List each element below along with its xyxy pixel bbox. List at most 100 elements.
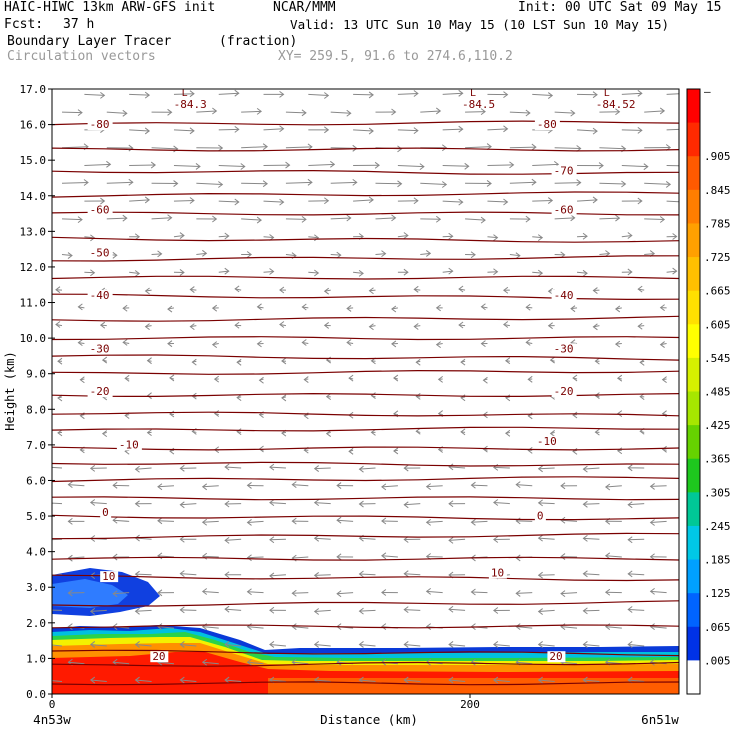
vector-head — [46, 677, 50, 683]
vector-head — [124, 374, 130, 382]
vector-head — [358, 570, 364, 578]
vector-shaft — [532, 236, 543, 239]
vector-shaft — [577, 129, 598, 132]
vector-shaft — [449, 538, 466, 541]
vector-head — [616, 410, 623, 418]
vector-head — [348, 374, 354, 382]
vector-shaft — [202, 590, 219, 594]
vector-shaft — [269, 574, 286, 577]
vector-shaft — [330, 111, 351, 114]
isotherm-label: -50 — [90, 246, 110, 259]
vector-head — [627, 570, 633, 578]
isotherm-line — [52, 514, 679, 521]
vector-head — [189, 197, 195, 204]
vector-head — [637, 197, 643, 205]
vector-shaft — [449, 608, 466, 611]
colorbar-swatch — [687, 492, 700, 527]
vector-head — [218, 144, 224, 152]
vector-shaft — [337, 592, 354, 595]
vector-shaft — [442, 200, 463, 203]
low-value: -84.52 — [596, 98, 636, 111]
vector-head — [246, 588, 252, 596]
isotherm-label-bg — [116, 439, 142, 451]
vector-head — [480, 108, 486, 116]
vector-shaft — [61, 253, 73, 257]
vector-head — [381, 589, 387, 596]
vector-head — [381, 552, 387, 560]
vector-shaft — [151, 147, 178, 150]
y-tick-label: 6.0 — [26, 474, 46, 487]
colorbar-label: .125 — [704, 587, 731, 600]
isotherm-line — [52, 649, 679, 657]
isotherm-label: -40 — [554, 289, 574, 302]
vector-head — [605, 250, 611, 257]
vector-head — [643, 163, 649, 171]
vector-head — [549, 430, 555, 437]
vector-head — [234, 89, 240, 97]
vector-head — [503, 125, 509, 133]
vector-head — [592, 323, 598, 331]
vector-head — [77, 216, 83, 224]
colorbar-swatch — [687, 189, 700, 225]
colorbar-label: .065 — [704, 621, 731, 634]
vector-head — [576, 179, 582, 186]
vector-head — [157, 517, 163, 525]
vector-head — [413, 323, 419, 330]
vector-head — [425, 519, 431, 526]
vector-head — [77, 109, 83, 117]
vector-shaft — [135, 609, 152, 612]
vector-shaft — [225, 608, 242, 611]
vector-shaft — [465, 218, 486, 221]
isotherm-line — [52, 476, 679, 483]
vector-head — [547, 322, 553, 330]
vector-head — [201, 658, 208, 666]
vector-head — [246, 482, 252, 489]
vector-shaft — [397, 235, 408, 238]
vector-shaft — [135, 573, 152, 576]
vector-shaft — [650, 590, 667, 594]
vector-head — [403, 501, 409, 509]
isotherm-line — [52, 496, 679, 501]
vector-head — [313, 499, 320, 507]
vector-shaft — [538, 679, 555, 683]
y-tick-label: 10.0 — [20, 332, 47, 345]
vector-head — [604, 483, 611, 491]
isotherm-line — [52, 556, 679, 561]
vector-head — [381, 623, 387, 631]
vector-head — [358, 500, 364, 508]
y-tick-label: 12.0 — [20, 261, 47, 274]
vector-head — [157, 250, 163, 258]
vectors-label: Circulation vectors — [7, 49, 156, 64]
colorbar-label: .905 — [704, 150, 731, 163]
vector-head — [582, 641, 588, 648]
vector-shaft — [605, 555, 622, 558]
vector-head — [236, 394, 242, 402]
vector-head — [269, 499, 275, 507]
vector-head — [515, 481, 521, 489]
vector-head — [570, 214, 576, 222]
vector-head — [560, 482, 566, 490]
vector-head — [480, 340, 486, 348]
vector-shaft — [666, 165, 679, 167]
vector-head — [128, 178, 134, 186]
vector-head — [661, 376, 667, 384]
vector-head — [527, 446, 533, 454]
vector-shaft — [583, 609, 600, 612]
vector-head — [269, 606, 275, 614]
vector-shaft — [269, 679, 286, 683]
isotherm-label: 20 — [549, 650, 562, 663]
vector-head — [493, 641, 499, 648]
vector-shaft — [538, 643, 555, 647]
vector-shaft — [52, 644, 63, 647]
colorbar-swatch — [687, 223, 700, 258]
vector-shaft — [218, 235, 229, 238]
vector-shaft — [218, 200, 239, 203]
colorbar-swatch — [687, 660, 700, 695]
colorbar-label: .665 — [704, 285, 731, 298]
colorbar-label: .605 — [704, 318, 731, 331]
vector-head — [470, 518, 476, 526]
vector-head — [307, 143, 313, 151]
vector-head — [503, 198, 509, 206]
vector-shaft — [621, 165, 648, 168]
vector-shaft — [314, 467, 331, 470]
